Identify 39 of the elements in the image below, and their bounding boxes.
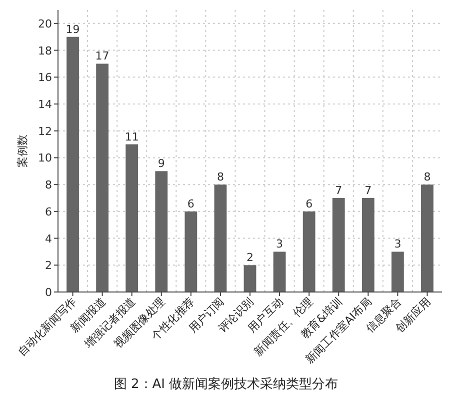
data-label: 2 [246,251,254,264]
data-label: 8 [216,170,224,184]
y-tick-label: 8 [45,178,52,192]
text: 图 2：AI 做新闻案例技术采纳类型分布 [114,376,338,392]
bar [244,265,256,292]
y-tick-label: 16 [38,71,52,84]
bar [126,144,138,292]
bar [66,36,79,292]
bar [184,211,198,292]
data-label: 6 [306,197,313,210]
y-tick-label: 18 [38,44,52,58]
bar [362,198,374,292]
data-label: 7 [335,184,342,197]
bar [332,198,345,292]
y-tick-label: 0 [45,286,52,299]
data-label: 9 [158,157,165,170]
y-tick-label: 14 [38,98,52,111]
y-tick-label: 20 [38,17,52,30]
y-tick-label: 4 [45,232,52,246]
bar [155,171,168,292]
y-tick-label: 12 [38,124,52,138]
bar [302,211,316,292]
bar [214,184,227,292]
data-label: 3 [276,238,284,251]
bar [96,64,109,292]
y-tick-label: 6 [45,205,52,218]
data-label: 8 [424,170,431,184]
data-label: 11 [124,130,139,144]
data-label: 6 [187,197,194,210]
y-tick-label: 2 [45,259,52,272]
data-label: 3 [394,238,402,251]
data-label: 7 [364,184,372,197]
bar [273,252,286,292]
y-tick-label: 10 [38,152,52,165]
data-label: 19 [66,22,80,36]
bar [391,252,404,292]
data-label: 17 [95,50,110,63]
y-axis-title: 案例数 [16,134,29,168]
bar [421,184,434,292]
